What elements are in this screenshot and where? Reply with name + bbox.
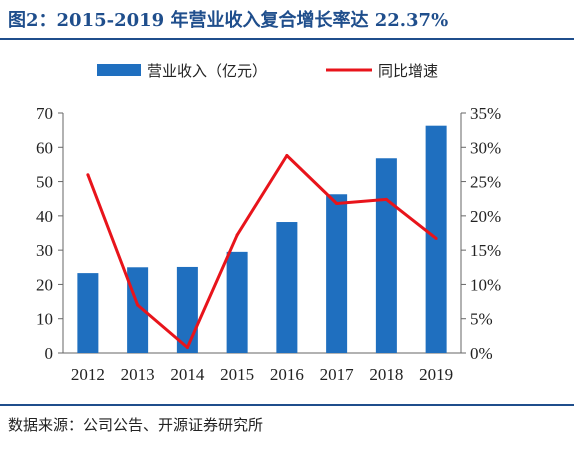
- right-tick-label: 30%: [470, 138, 501, 157]
- right-tick-label: 20%: [470, 207, 501, 226]
- x-tick-label: 2018: [369, 365, 403, 384]
- revenue-bar: [375, 158, 397, 353]
- right-tick-label: 0%: [470, 344, 493, 363]
- legend: 营业收入（亿元） 同比增速: [97, 62, 438, 80]
- growth-point: [335, 202, 339, 206]
- growth-point: [434, 236, 438, 240]
- x-tick-label: 2012: [71, 365, 105, 384]
- bar-series: [77, 125, 447, 353]
- left-tick-label: 60: [36, 138, 53, 157]
- left-tick-label: 30: [36, 241, 53, 260]
- left-tick-label: 50: [36, 173, 53, 192]
- revenue-bar: [326, 194, 348, 353]
- revenue-bar: [77, 273, 99, 353]
- left-tick-label: 70: [36, 104, 53, 123]
- growth-point: [136, 303, 140, 307]
- chart-title: 图2：2015-2019 年营业收入复合增长率达 22.37%: [8, 10, 449, 31]
- axes: [58, 112, 466, 354]
- right-tick-label: 25%: [470, 173, 501, 192]
- right-tick-label: 15%: [470, 241, 501, 260]
- growth-point: [185, 346, 189, 350]
- x-tick-label: 2013: [121, 365, 155, 384]
- revenue-bar: [226, 251, 248, 353]
- left-tick-label: 0: [45, 344, 54, 363]
- source-divider: [0, 404, 574, 406]
- growth-point: [285, 154, 289, 158]
- right-tick-label: 10%: [470, 275, 501, 294]
- source-note: 数据来源：公司公告、开源证券研究所: [8, 416, 264, 434]
- right-tick-label: 5%: [470, 310, 493, 329]
- growth-point: [86, 173, 90, 177]
- left-tick-label: 20: [36, 275, 53, 294]
- legend-line-label: 同比增速: [378, 62, 438, 80]
- title-divider: [0, 38, 574, 40]
- right-tick-label: 35%: [470, 104, 501, 123]
- legend-bar-swatch: [97, 64, 141, 76]
- tick-labels: 0 10 20 30 40 50 60 70 0% 5% 10% 15% 20% 25% 30% 35% 201…: [36, 104, 501, 384]
- left-tick-label: 40: [36, 207, 53, 226]
- growth-line: [86, 154, 438, 350]
- revenue-bar: [176, 266, 198, 353]
- x-tick-label: 2015: [220, 365, 254, 384]
- x-tick-label: 2014: [170, 365, 205, 384]
- legend-bar-label: 营业收入（亿元）: [147, 62, 267, 80]
- x-tick-label: 2016: [270, 365, 304, 384]
- line-series: [86, 154, 438, 350]
- growth-point: [235, 233, 239, 237]
- x-tick-label: 2017: [320, 365, 355, 384]
- x-tick-label: 2019: [419, 365, 453, 384]
- revenue-bar: [276, 222, 298, 353]
- chart-canvas: 营业收入（亿元） 同比增速 0 10 20 30 40 50 60 70 0% 5% 10% 15% 2…: [36, 62, 501, 384]
- left-tick-label: 10: [36, 310, 53, 329]
- growth-point: [384, 197, 388, 201]
